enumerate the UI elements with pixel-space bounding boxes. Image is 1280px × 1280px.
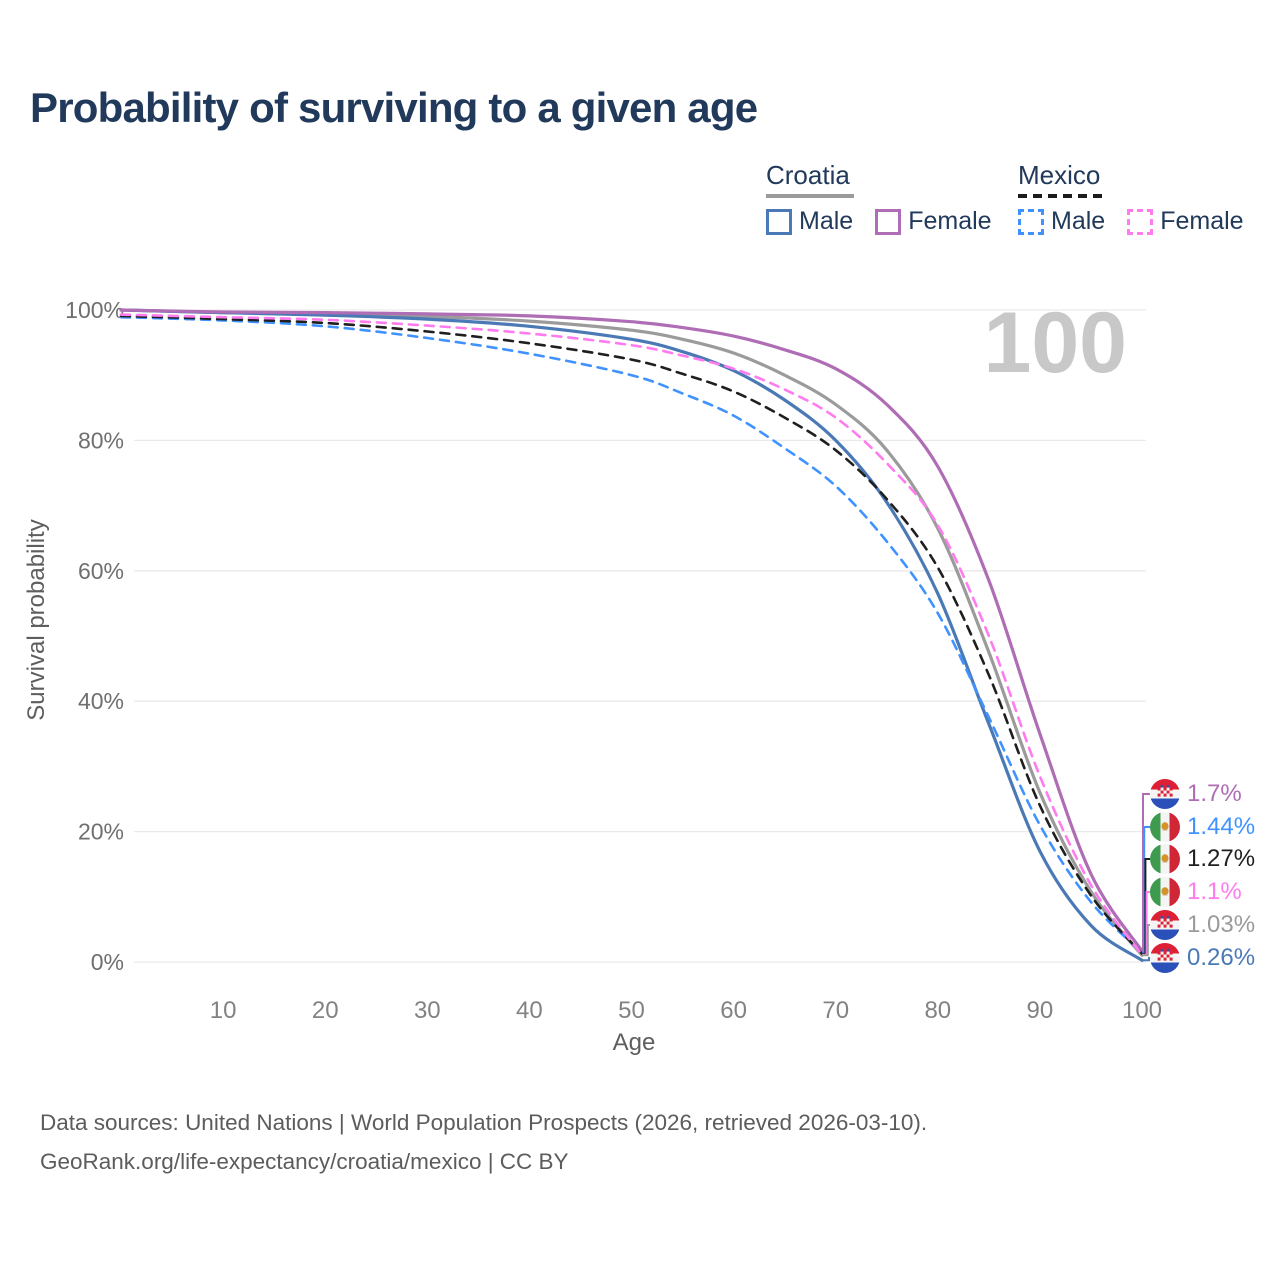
chart-title: Probability of surviving to a given age [30,84,758,131]
connector-croatia-female [1142,793,1150,952]
x-tick-70: 70 [822,997,849,1024]
y-tick-80: 80% [78,427,124,453]
end-label-connectors [1142,793,1150,962]
y-axis-label: Survival probability [23,519,50,720]
legend-swatch-icon [875,208,902,235]
series-lines [119,308,1144,962]
y-tick-0: 0% [91,949,124,975]
x-tick-100: 100 [1122,997,1162,1024]
x-tick-10: 10 [210,997,237,1024]
legend-item-mexico-male[interactable]: Male [1018,207,1105,236]
legend-items: Male Female [766,207,992,236]
legend-swatch-icon [766,208,792,235]
series-croatia-both-sexes[interactable] [119,308,1144,957]
footer: Data sources: United Nations | World Pop… [40,1103,927,1181]
legend-swatch-icon [1018,208,1044,235]
legend-item-label: Female [908,207,992,235]
connector-mexico-male [1142,826,1150,954]
x-tick-40: 40 [516,997,543,1024]
x-tick-80: 80 [924,997,951,1024]
y-tick-40: 40% [78,688,124,714]
legend-item-label: Female [1160,207,1244,235]
series-mexico-female[interactable] [119,313,1144,957]
legend-linestyle-solid [766,194,854,198]
x-tick-30: 30 [414,997,441,1024]
legend-group-croatia: Croatia Male Female [766,160,992,236]
y-tick-20: 20% [78,819,124,845]
x-tick-60: 60 [720,997,747,1024]
series-mexico-male[interactable] [119,315,1144,954]
legend-country-label-croatia: Croatia [766,160,850,190]
footer-data-sources: Data sources: United Nations | World Pop… [40,1110,928,1135]
connector-croatia-male [1142,957,1150,962]
x-tick-90: 90 [1027,997,1054,1024]
connector-croatia-both-sexes [1142,924,1150,957]
legend-group-mexico: Mexico Male Female [1018,160,1244,236]
footer-attribution: GeoRank.org/life-expectancy/croatia/mexi… [40,1149,569,1174]
series-croatia-male[interactable] [119,308,1144,962]
series-mexico-both-sexes[interactable] [119,314,1144,955]
x-axis-label: Age [613,1029,656,1056]
series-croatia-female[interactable] [119,308,1144,953]
connector-mexico-both-sexes [1142,858,1150,955]
legend-item-label: Male [799,207,854,235]
y-tick-60: 60% [78,558,124,584]
legend-linestyle-dashed [1018,194,1106,198]
legend-item-label: Male [1051,207,1106,235]
hover-age-watermark: 100 [984,295,1128,391]
gridlines [134,309,1146,963]
y-tick-100: 100% [65,297,124,323]
x-tick-20: 20 [312,997,339,1024]
legend-item-croatia-male[interactable]: Male [766,207,853,236]
x-tick-50: 50 [618,997,645,1024]
legend-swatch-icon [1127,208,1154,235]
legend-item-croatia-female[interactable]: Female [875,207,992,236]
legend-items: Male Female [1018,207,1244,236]
legend-country-label-mexico: Mexico [1018,160,1101,190]
legend-item-mexico-female[interactable]: Female [1127,207,1244,236]
